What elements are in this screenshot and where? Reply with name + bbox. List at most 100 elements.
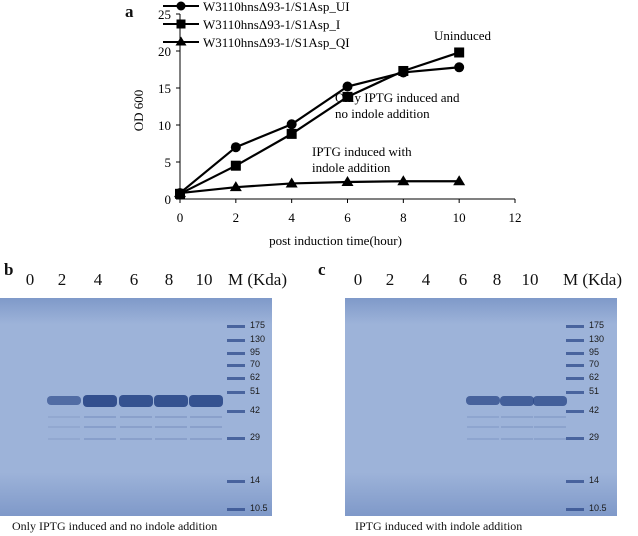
marker-size-label: 175 (589, 320, 605, 330)
chart-annotation: Only IPTG induced and (335, 90, 460, 105)
faint-band (467, 426, 499, 428)
x-tick-label: 12 (509, 210, 522, 225)
marker-band (227, 410, 245, 413)
marker-band (227, 508, 245, 511)
faint-band (84, 416, 116, 418)
data-point-triangle (285, 177, 298, 188)
x-tick-label: 6 (344, 210, 351, 225)
protein-band (533, 395, 567, 406)
data-point-circle (342, 81, 353, 92)
marker-band (227, 325, 245, 328)
chart-annotation: no indole addition (335, 106, 430, 121)
marker-band (227, 391, 245, 394)
data-point-square (454, 47, 465, 58)
marker-size-label: 42 (250, 405, 261, 415)
marker-band (227, 480, 245, 483)
lane-label: 8 (164, 270, 174, 289)
marker-size-label: 175 (250, 320, 266, 330)
protein-band (83, 395, 117, 407)
faint-band (534, 416, 566, 418)
marker-band (566, 480, 584, 483)
marker-size-label: 130 (589, 334, 605, 344)
data-point-square (342, 91, 353, 102)
marker-size-label: 95 (250, 347, 261, 357)
data-point-circle (286, 119, 297, 130)
data-point-square (230, 160, 241, 171)
faint-band (84, 438, 116, 440)
data-point-triangle (229, 181, 242, 192)
marker-size-label: 51 (250, 386, 261, 396)
lane-label: 6 (458, 270, 468, 289)
faint-band (190, 416, 222, 418)
legend-label: W3110hnsΔ93-1/S1Asp_I (203, 17, 340, 32)
marker-size-label: 95 (589, 347, 600, 357)
marker-size-label: 62 (589, 372, 600, 382)
marker-size-label: 14 (589, 475, 600, 485)
y-tick-label: 25 (158, 7, 171, 22)
y-tick-label: 20 (158, 44, 171, 59)
data-point-square (286, 128, 297, 139)
faint-band (155, 426, 187, 428)
faint-band (534, 426, 566, 428)
marker-header: M (Kda) (228, 270, 288, 289)
faint-band (155, 416, 187, 418)
marker-band (566, 352, 584, 355)
gel-b-lane-header: 0 2 4 6 8 10 M (Kda) (0, 270, 300, 294)
faint-band (501, 416, 533, 418)
legend-label: W3110hnsΔ93-1/S1Asp_QI (203, 35, 350, 50)
series-line-square (179, 51, 460, 195)
data-point-triangle (341, 175, 354, 186)
marker-size-label: 14 (250, 475, 261, 485)
faint-band (534, 438, 566, 440)
marker-band (566, 508, 584, 511)
marker-size-label: 10.5 (250, 503, 268, 513)
chart-annotation: IPTG induced with (312, 144, 412, 159)
marker-band (227, 352, 245, 355)
y-tick-label: 10 (158, 118, 171, 133)
data-point-square (398, 65, 409, 76)
chart-annotation: indole addition (312, 160, 391, 175)
panel-c-label: c (318, 260, 326, 279)
faint-band (190, 438, 222, 440)
marker-size-label: 10.5 (589, 503, 607, 513)
protein-band (500, 395, 534, 406)
marker-size-label: 130 (250, 334, 266, 344)
data-point-circle (230, 142, 241, 153)
marker-band (566, 391, 584, 394)
lane-label: 10 (521, 270, 539, 289)
growth-chart: 0 5 10 15 20 25 0 2 4 6 8 10 12 post induction time(h… (131, 0, 522, 248)
marker-band (566, 377, 584, 380)
marker-size-label: 29 (250, 432, 261, 442)
faint-band (467, 438, 499, 440)
legend-marker-circle (176, 1, 186, 11)
x-tick-label: 4 (288, 210, 295, 225)
gel-c-lane-header: 0 2 4 6 8 10 M (Kda) (318, 270, 638, 294)
marker-size-label: 29 (589, 432, 600, 442)
faint-band (120, 416, 152, 418)
marker-size-label: 62 (250, 372, 261, 382)
marker-band (227, 437, 245, 440)
gel-c: 175 130 95 70 62 51 42 29 14 10.5 (345, 298, 617, 516)
lane-label: 4 (93, 270, 103, 289)
lane-label: 10 (195, 270, 213, 289)
legend-marker-square (176, 19, 186, 29)
y-tick-label: 15 (158, 81, 171, 96)
faint-band (501, 438, 533, 440)
series-line-circle (179, 66, 460, 194)
faint-band (48, 438, 80, 440)
y-axis-label: OD 600 (131, 90, 146, 132)
y-tick-label: 0 (165, 192, 172, 207)
lane-label: 8 (492, 270, 502, 289)
marker-band (566, 325, 584, 328)
protein-band (189, 395, 223, 407)
lane-label: 6 (129, 270, 139, 289)
panel-b-label: b (4, 260, 14, 279)
faint-band (120, 438, 152, 440)
series-line-triangle (179, 180, 460, 195)
data-point-triangle (453, 175, 466, 186)
gel-b-caption: Only IPTG induced and no indole addition (12, 519, 218, 533)
protein-band (119, 395, 153, 407)
legend-label: W3110hnsΔ93-1/S1Asp_UI (203, 0, 350, 14)
marker-band (227, 339, 245, 342)
lane-label: 0 (25, 270, 35, 289)
